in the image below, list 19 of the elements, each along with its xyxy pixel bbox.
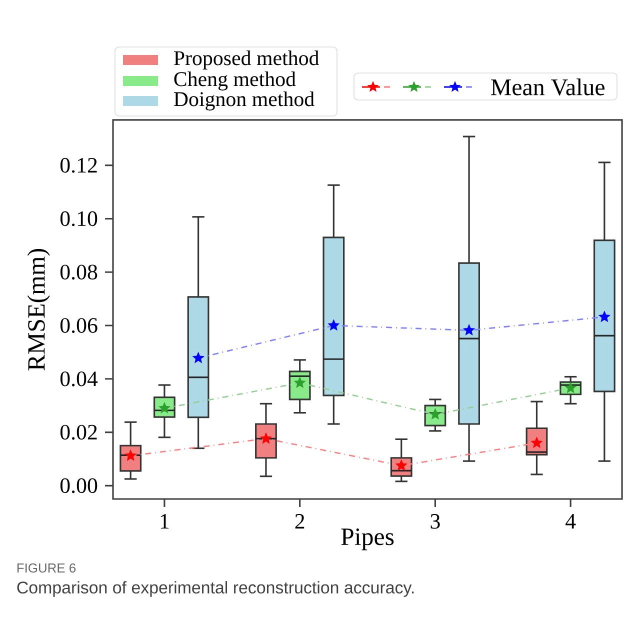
y-tick-label: 0.06 bbox=[60, 318, 98, 333]
text: Mean Value bbox=[491, 78, 604, 96]
x-axis-title: Pipes bbox=[341, 528, 394, 550]
legend-label: Cheng method bbox=[174, 71, 296, 90]
y-axis-title: RMSE(mm) bbox=[27, 249, 50, 370]
y-tick-label: 0.10 bbox=[60, 211, 98, 226]
y-tick-label: 0.08 bbox=[60, 264, 98, 280]
legend-label: Proposed method bbox=[174, 50, 319, 70]
y-tick-label: 0.04 bbox=[60, 371, 98, 386]
text: Comparison of experimental reconstruction accuracy. bbox=[17, 581, 414, 597]
x-tick-label: 4 bbox=[566, 514, 576, 528]
legend-label: Doignon method bbox=[174, 91, 314, 110]
x-tick-label: 2 bbox=[295, 514, 304, 529]
y-tick-label: 0.00 bbox=[60, 478, 98, 494]
y-tick-label: 0.12 bbox=[60, 158, 97, 173]
x-tick-label: 3 bbox=[430, 514, 440, 529]
caption: FIGURE 6 bbox=[17, 563, 76, 573]
y-tick-label: 0.02 bbox=[60, 424, 97, 440]
x-tick-label: 1 bbox=[160, 514, 169, 529]
